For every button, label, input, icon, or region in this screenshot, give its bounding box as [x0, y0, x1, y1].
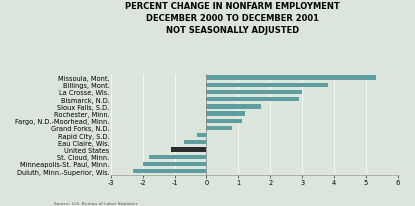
Bar — [207, 126, 232, 130]
Bar — [207, 83, 328, 88]
Bar — [143, 162, 207, 166]
Bar — [133, 169, 207, 173]
Bar — [207, 119, 242, 123]
Bar — [171, 148, 207, 152]
Bar — [207, 105, 261, 109]
Bar — [207, 76, 376, 80]
Bar — [207, 90, 302, 95]
Bar — [197, 133, 207, 138]
Text: PERCENT CHANGE IN NONFARM EMPLOYMENT
DECEMBER 2000 TO DECEMBER 2001
NOT SEASONAL: PERCENT CHANGE IN NONFARM EMPLOYMENT DEC… — [125, 2, 340, 34]
Bar — [149, 155, 207, 159]
Bar — [207, 98, 299, 102]
Bar — [207, 112, 245, 116]
Text: Source: U.S. Bureau of Labor Statistics: Source: U.S. Bureau of Labor Statistics — [54, 201, 138, 205]
Bar — [184, 140, 207, 145]
